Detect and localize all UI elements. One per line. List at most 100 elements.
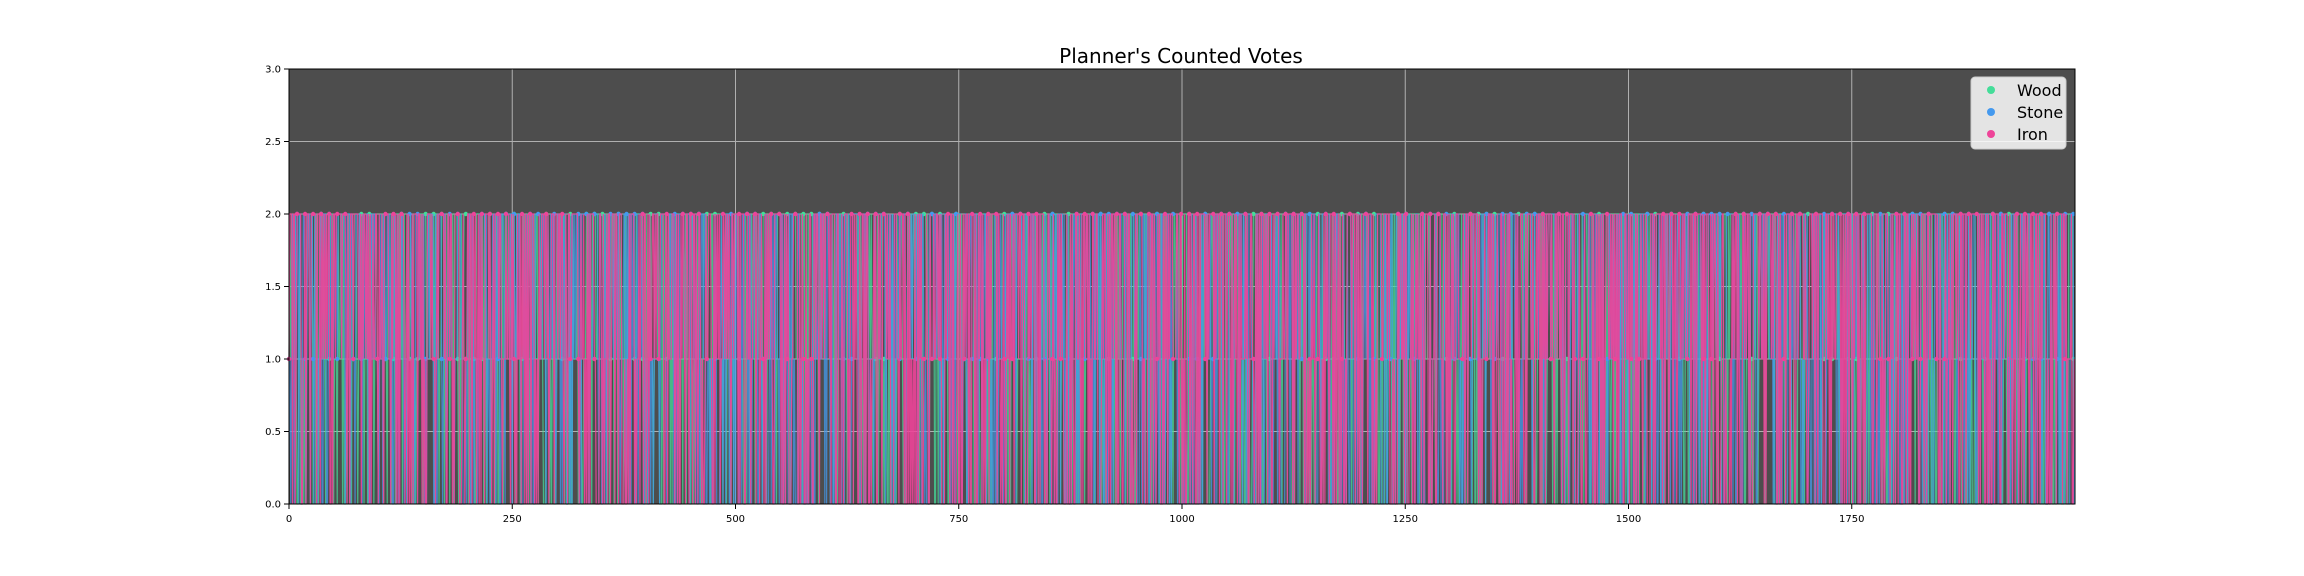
series-point-iron — [1146, 211, 1152, 217]
series-point-iron — [1154, 356, 1160, 362]
series-point-iron — [1918, 356, 1923, 362]
series-point-stone — [2046, 211, 2052, 217]
series-point-iron — [1082, 211, 1087, 217]
series-point-iron — [592, 356, 597, 362]
series-point-iron — [1902, 211, 1907, 217]
series-point-iron — [1026, 211, 1031, 217]
x-tick-label: 500 — [726, 514, 745, 525]
series-point-iron — [1307, 356, 1312, 362]
series-point-iron — [2014, 211, 2020, 217]
series-point-stone — [1130, 211, 1136, 217]
series-point-stone — [1717, 211, 1722, 217]
series-point-iron — [2022, 211, 2028, 217]
series-point-stone — [1604, 356, 1610, 362]
y-tick-label: 1.0 — [265, 355, 281, 366]
series-point-iron — [1789, 211, 1795, 217]
series-point-iron — [825, 211, 830, 217]
series-point-iron — [1122, 211, 1128, 217]
series-point-iron — [793, 211, 798, 217]
series-point-iron — [1186, 211, 1192, 217]
series-point-stone — [1098, 211, 1103, 217]
series-point-iron — [1677, 211, 1682, 217]
series-point-iron — [1974, 211, 1979, 217]
series-point-iron — [937, 356, 943, 362]
series-point-iron — [560, 211, 565, 217]
series-point-iron — [1170, 356, 1176, 362]
series-point-iron — [1596, 356, 1602, 362]
series-point-iron — [519, 211, 525, 217]
series-point-iron — [1484, 356, 1489, 362]
series-point-stone — [1468, 356, 1473, 362]
series-point-iron — [1219, 211, 1224, 217]
series-point-iron — [495, 211, 501, 217]
series-point-wood — [1002, 211, 1007, 217]
series-point-iron — [568, 356, 573, 362]
series-point-iron — [994, 211, 999, 217]
legend-label: Wood — [2017, 81, 2062, 100]
series-point-iron — [897, 211, 903, 217]
series-point-stone — [1709, 211, 1714, 217]
series-point-iron — [1548, 356, 1554, 362]
series-point-iron — [1299, 211, 1304, 217]
series-point-iron — [1058, 356, 1063, 362]
series-point-iron — [1942, 356, 1947, 362]
series-point-iron — [1428, 211, 1433, 217]
series-point-iron — [1010, 356, 1015, 362]
legend-box — [1970, 76, 2067, 150]
series-point-iron — [1138, 211, 1144, 217]
series-point-iron — [1797, 211, 1803, 217]
series-point-stone — [335, 356, 340, 362]
series-point-stone — [929, 211, 935, 217]
series-point-stone — [1701, 211, 1706, 217]
series-point-iron — [1829, 211, 1835, 217]
legend-label: Stone — [2017, 103, 2063, 122]
series-point-wood — [1251, 211, 1256, 217]
series-point-iron — [1693, 211, 1698, 217]
series-point-iron — [343, 211, 348, 217]
series-point-stone — [1910, 211, 1915, 217]
series-point-iron — [479, 211, 485, 217]
series-point-iron — [1845, 211, 1851, 217]
series-point-iron — [463, 356, 469, 362]
series-point-iron — [1773, 211, 1779, 217]
series-point-iron — [1114, 211, 1120, 217]
series-point-iron — [1886, 356, 1891, 362]
series-point-iron — [977, 211, 983, 217]
series-point-iron — [1958, 211, 1963, 217]
series-point-iron — [511, 356, 517, 362]
series-point-iron — [969, 211, 975, 217]
series-point-stone — [407, 211, 412, 217]
series-point-stone — [1942, 211, 1947, 217]
series-point-iron — [1669, 211, 1674, 217]
series-point-iron — [2062, 356, 2068, 362]
series-point-iron — [688, 211, 694, 217]
series-point-iron — [1580, 356, 1586, 362]
series-point-iron — [351, 356, 356, 362]
series-point-iron — [769, 211, 774, 217]
series-point-iron — [1323, 211, 1328, 217]
series-point-iron — [1934, 356, 1939, 362]
series-point-iron — [1267, 211, 1272, 217]
series-point-iron — [905, 211, 911, 217]
series-point-iron — [1910, 356, 1915, 362]
series-point-iron — [648, 356, 653, 362]
series-point-iron — [1966, 211, 1971, 217]
series-point-stone — [953, 211, 959, 217]
series-point-iron — [1862, 211, 1867, 217]
series-point-stone — [1781, 211, 1787, 217]
series-point-iron — [326, 211, 332, 217]
series-point-stone — [1050, 211, 1055, 217]
series-point-iron — [1331, 211, 1337, 217]
series-point-iron — [1162, 211, 1168, 217]
series-point-iron — [471, 211, 477, 217]
series-point-iron — [1926, 211, 1931, 217]
series-point-stone — [1532, 211, 1537, 217]
series-point-stone — [2071, 211, 2076, 217]
series-point-iron — [1572, 356, 1578, 362]
series-point-iron — [1990, 211, 1996, 217]
series-point-iron — [1460, 356, 1465, 362]
series-point-iron — [1564, 211, 1570, 217]
series-point-iron — [881, 211, 886, 217]
series-point-iron — [1379, 356, 1385, 362]
series-line-iron — [288, 213, 2075, 505]
